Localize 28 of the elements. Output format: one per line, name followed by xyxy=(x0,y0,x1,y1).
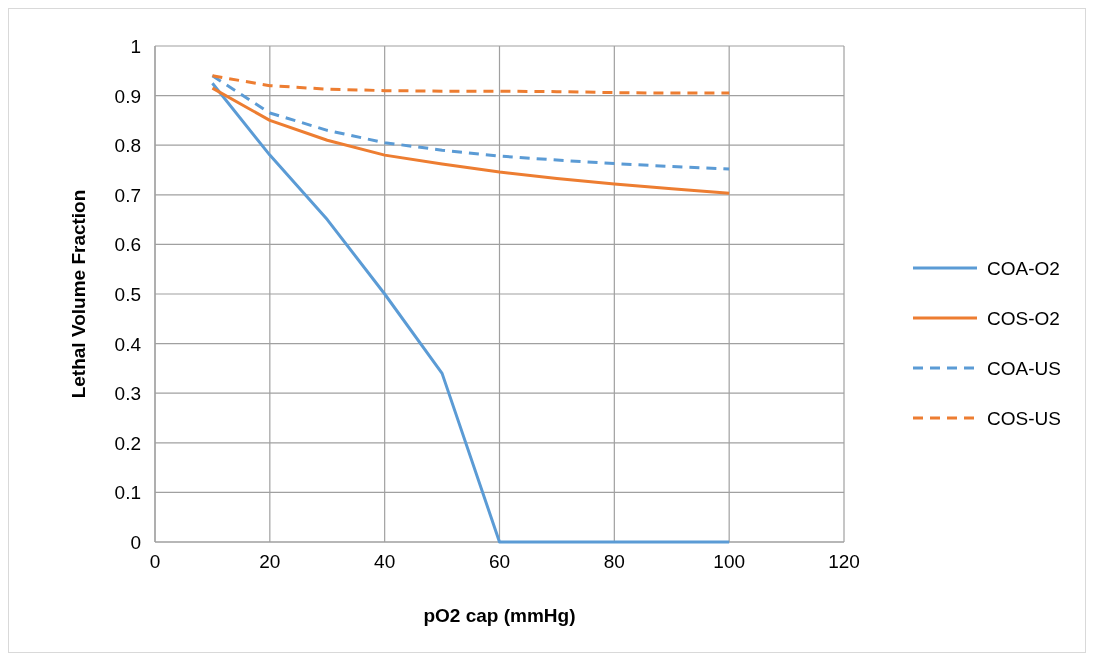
y-tick-label: 0.2 xyxy=(114,432,141,454)
x-tick-label: 100 xyxy=(713,551,746,572)
legend-label: COA-US xyxy=(987,358,1061,379)
line-series xyxy=(210,74,731,171)
x-tick-label: 40 xyxy=(374,551,396,572)
y-tick-label: 0.8 xyxy=(114,135,141,157)
line-series xyxy=(210,81,731,544)
y-tick-label: 0.4 xyxy=(114,333,142,355)
x-tick-label: 120 xyxy=(828,551,860,572)
x-tick-label: 0 xyxy=(149,551,161,572)
y-tick-label: 0.7 xyxy=(114,184,141,206)
y-tick-label: 0.6 xyxy=(114,234,141,256)
legend-label: COS-US xyxy=(987,408,1061,429)
legend-label: COA-O2 xyxy=(987,258,1060,279)
x-axis-title: pO2 cap (mmHg) xyxy=(423,605,576,626)
y-tick-label: 0 xyxy=(130,532,141,553)
line-series xyxy=(210,86,731,195)
y-tick-label: 0.1 xyxy=(114,482,141,504)
x-tick-label: 60 xyxy=(488,551,511,572)
y-tick-label: 1 xyxy=(130,36,141,57)
line-series xyxy=(210,74,731,95)
y-tick-label: 0.3 xyxy=(114,383,141,405)
y-axis-title: Lethal Volume Fraction xyxy=(68,189,89,399)
x-tick-label: 20 xyxy=(259,551,281,572)
y-tick-label: 0.5 xyxy=(114,284,141,305)
x-tick-label: 80 xyxy=(603,551,625,572)
y-tick-label: 0.9 xyxy=(114,85,141,107)
legend-label: COS-O2 xyxy=(987,308,1060,329)
